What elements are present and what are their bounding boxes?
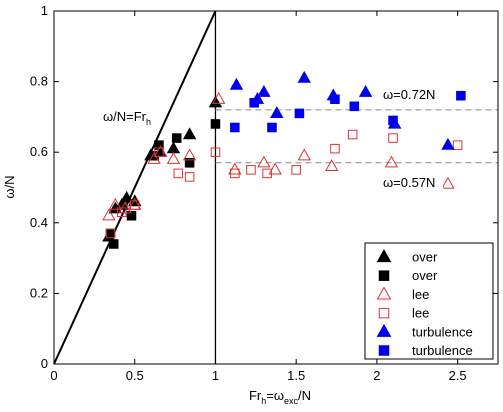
turbulence-square-filled-point — [294, 108, 305, 119]
plot-frame — [53, 10, 499, 365]
x-tick-label: 0 — [50, 368, 57, 383]
x-tick-label: 1.5 — [287, 368, 305, 383]
lee-triangle-open-point — [441, 176, 455, 189]
turbulence-square-filled-point — [349, 101, 360, 112]
turbulence-square-filled-point — [388, 115, 398, 126]
turbulence-triangle-filled-point — [257, 84, 271, 97]
lee-triangle-open-point — [297, 148, 311, 161]
turbulence-triangle-filled-point — [441, 137, 455, 150]
lee-square-open-point — [230, 168, 240, 179]
turbulence-triangle-filled-point — [358, 84, 373, 97]
lee-triangle-open-point — [324, 159, 339, 171]
lee-triangle-open-point — [166, 152, 181, 164]
over-square-filled-point — [105, 228, 116, 239]
lee-square-open-point — [154, 147, 164, 157]
turbulence-square-filled-point — [267, 122, 277, 133]
over-square-filled-point — [210, 119, 221, 129]
turbulence-square-filled-point — [249, 98, 259, 108]
x-axis-label: Frh=ωexc/N — [249, 388, 311, 406]
lee-triangle-open-point — [182, 148, 197, 161]
turbulence-square-filled-point — [330, 94, 340, 105]
y-tick-label: 0 — [41, 356, 48, 371]
lee-square-open-point — [173, 168, 184, 179]
lee-square-open-point — [184, 172, 195, 182]
lee-triangle-open-point — [147, 152, 161, 164]
lee-square-open-point — [210, 147, 221, 157]
lee-square-open-point — [129, 200, 140, 210]
x-tick-label: 0.5 — [126, 368, 144, 383]
legend-box — [364, 242, 494, 360]
x-tick-label: 2.5 — [449, 368, 467, 383]
legend-marker — [378, 307, 390, 319]
over-triangle-filled-point — [119, 190, 134, 203]
lee-triangle-open-point — [268, 162, 282, 175]
y-axis-label: ω/N — [2, 175, 17, 198]
over-square-filled-point — [184, 158, 195, 168]
turbulence-triangle-filled-point — [229, 77, 244, 90]
hline-label-bg-1 — [381, 85, 443, 103]
y-tick-label: 0.8 — [30, 74, 48, 89]
x-tick-label: 1 — [212, 368, 219, 383]
y-tick-label: 0.4 — [30, 215, 48, 230]
legend-label: turbulence — [412, 324, 473, 339]
over-square-filled-point — [108, 239, 119, 249]
lee-square-open-point — [347, 129, 358, 140]
legend-label: over — [412, 250, 438, 265]
lee-triangle-open-point — [211, 92, 226, 104]
lee-square-open-point — [246, 165, 256, 175]
legend-label: lee — [412, 287, 429, 302]
turbulence-triangle-filled-point — [270, 106, 284, 119]
turbulence-square-filled-point — [230, 122, 240, 133]
legend-marker — [378, 270, 390, 281]
over-square-filled-point — [149, 150, 159, 161]
lee-square-open-point — [330, 143, 340, 154]
legend-marker — [376, 249, 392, 263]
y-tick-label: 0.2 — [30, 285, 48, 300]
lee-triangle-open-point — [102, 208, 116, 221]
legend-label: turbulence — [412, 343, 473, 358]
lee-square-open-point — [388, 133, 398, 143]
x-tick-label: 2 — [373, 368, 380, 383]
legend-marker — [376, 286, 392, 300]
y-tick-label: 1 — [41, 3, 48, 18]
turbulence-triangle-filled-point — [297, 70, 311, 83]
legend-label: over — [412, 268, 438, 283]
legend: over over lee lee turbulence turbulence — [364, 242, 494, 360]
legend-marker — [378, 345, 390, 356]
legend-label: lee — [412, 306, 429, 321]
turbulence-square-filled-point — [456, 90, 466, 101]
hline-label-1: ω=0.72N — [383, 87, 435, 102]
lee-square-open-point — [117, 207, 127, 217]
reference-line-label: ω/N=Frh — [103, 109, 151, 127]
lee-square-open-point — [105, 228, 116, 239]
lee-triangle-open-point — [384, 155, 399, 168]
hline-label-bg-2 — [381, 173, 443, 191]
over-triangle-filled-point — [182, 127, 197, 140]
lee-square-open-point — [291, 165, 301, 175]
hline-label-2: ω=0.57N — [383, 175, 435, 190]
over-square-filled-point — [171, 133, 182, 143]
lee-triangle-open-point — [257, 155, 271, 168]
lee-square-open-point — [452, 140, 463, 150]
lee-triangle-open-point — [108, 197, 123, 210]
over-square-filled-point — [126, 210, 137, 221]
reference-line — [53, 10, 217, 365]
over-triangle-filled-point — [208, 95, 223, 108]
y-tick-label: 0.6 — [30, 144, 48, 159]
legend-marker — [376, 323, 392, 337]
over-triangle-filled-point — [115, 197, 129, 210]
lee-square-open-point — [262, 168, 272, 179]
